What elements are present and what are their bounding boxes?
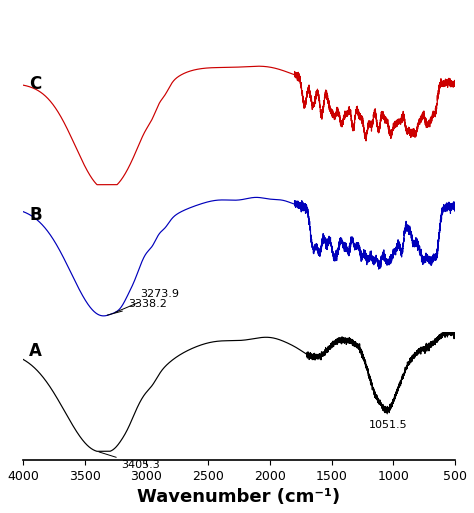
Text: 1051.5: 1051.5 xyxy=(369,413,407,429)
Text: 3273.9: 3273.9 xyxy=(115,289,179,312)
Text: 3405.3: 3405.3 xyxy=(99,452,160,470)
Text: 3338.2: 3338.2 xyxy=(107,300,167,315)
Text: B: B xyxy=(29,206,42,224)
X-axis label: Wavenumber (cm⁻¹): Wavenumber (cm⁻¹) xyxy=(137,488,340,506)
Text: A: A xyxy=(29,342,42,360)
Text: C: C xyxy=(29,75,41,93)
